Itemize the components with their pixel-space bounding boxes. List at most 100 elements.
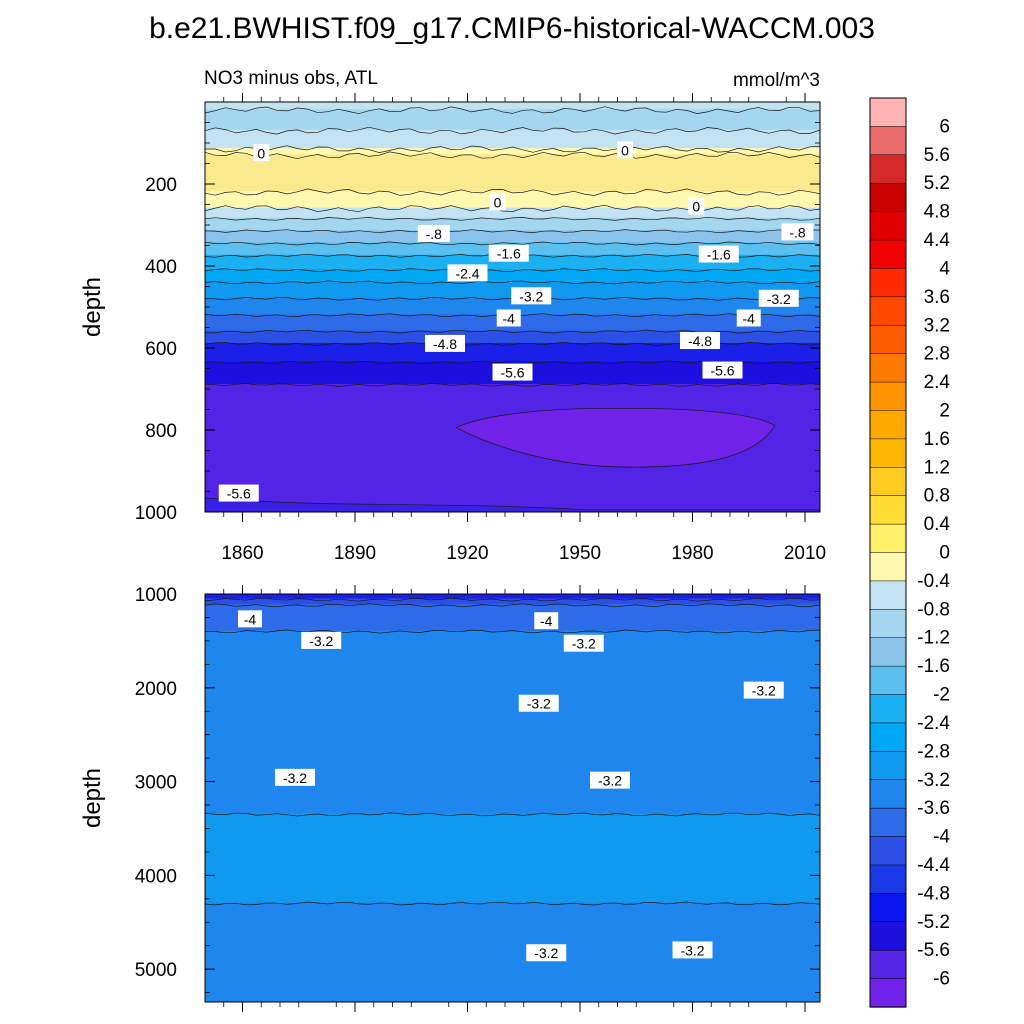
upper-band (205, 342, 820, 364)
upper-contour-label-bg (417, 225, 450, 243)
colorbar-label: 0 (939, 543, 950, 564)
upper-contour-line (205, 280, 820, 285)
upper-contour-label: -1.6 (707, 247, 731, 263)
colorbar-label: 4.8 (924, 202, 950, 223)
upper-contour-label-bg (702, 361, 743, 379)
upper-contour-label-bg (489, 193, 506, 211)
lower-band (205, 604, 820, 633)
upper-x-tick-label: 1920 (446, 543, 488, 564)
colorbar-label: -2 (933, 685, 950, 706)
upper-contour-label: -5.6 (227, 486, 251, 502)
lower-fills (205, 594, 820, 1002)
colorbar-swatch (869, 410, 907, 440)
colorbar-label: 3.6 (924, 287, 950, 308)
lower-contour-label: -4 (540, 613, 553, 629)
lower-contour-label: -3.2 (534, 945, 558, 961)
colorbar-swatch (869, 523, 907, 554)
lower-y-tick-label: 5000 (135, 960, 177, 981)
upper-contour-label: -4 (503, 310, 516, 326)
colorbar: 6 5.6 5.2 4.8 4.4 4 3.6 3.2 2.8 2.4 2 1.6 1.2 0.8 0.4 0… (869, 97, 951, 1008)
colorbar-swatch (869, 751, 907, 781)
colorbar-label: 0.4 (924, 514, 951, 535)
upper-contour-line (205, 145, 820, 153)
upper-x-tick-label: 1950 (559, 543, 601, 564)
upper-contour-line (205, 106, 820, 115)
colorbar-label: -1.2 (917, 628, 950, 649)
colorbar-swatch (869, 495, 907, 525)
colorbar-label: -0.8 (917, 599, 950, 620)
upper-panel: 0 00 0-.8 -.8-1.6 -1.6-2.4-3.2 -3.2-4 -4-4.8 -4… (79, 93, 826, 564)
colorbar-swatch (869, 552, 907, 582)
lower-y-tick-label: 2000 (135, 679, 177, 700)
upper-contour-label-bg (698, 245, 739, 263)
colorbar-label: -6 (933, 969, 950, 990)
upper-contour-label-bg (758, 289, 799, 307)
upper-contour-label-bg (680, 332, 720, 350)
lower-contour-label: -3.2 (572, 636, 596, 652)
colorbar-label: 5.2 (924, 173, 950, 194)
lower-contour-label: -3.2 (309, 633, 333, 649)
colorbar-swatch (869, 438, 907, 468)
upper-contour-label-bg (736, 309, 761, 327)
upper-contour-label-bg (488, 244, 529, 262)
upper-contour-label-bg (253, 144, 270, 162)
colorbar-swatch (869, 921, 907, 951)
lower-contour-label-bg (672, 941, 713, 959)
upper-contour-label-bg (425, 334, 465, 352)
lower-contour-label: -4 (244, 611, 257, 627)
colorbar-label: -2.4 (917, 713, 950, 734)
upper-contour-label-bg (617, 141, 633, 159)
lower-band (205, 630, 820, 816)
upper-contour-label: 0 (494, 194, 502, 210)
upper-contour-label: 0 (621, 142, 629, 158)
lower-panel: -4 -4 -3.2 -3.2 -3.2 -3.2 -3.2 -3.2 -3.2 -3.2 1000… (79, 585, 821, 1012)
lower-frame (204, 593, 821, 1003)
upper-x-tick-label: 1890 (334, 543, 376, 564)
upper-contour-label: 0 (692, 199, 700, 215)
colorbar-swatch (869, 325, 907, 355)
colorbar-swatch (869, 97, 907, 128)
panel-subtitle-right: mmol/m^3 (733, 70, 820, 91)
figure-title: b.e21.BWHIST.f09_g17.CMIP6-historical-WA… (149, 12, 875, 45)
colorbar-label: 1.2 (924, 457, 950, 478)
upper-band (205, 217, 820, 233)
lower-y-tick-label: 4000 (135, 866, 177, 887)
colorbar-frame (869, 97, 907, 1008)
upper-y-tick-label: 600 (145, 339, 177, 360)
upper-contour-line (205, 383, 820, 387)
upper-contour-label-bg (511, 287, 552, 305)
colorbar-swatch (869, 239, 907, 270)
colorbar-label: 0.8 (924, 486, 950, 507)
colorbar-swatch (869, 637, 907, 667)
colorbar-label: 6 (939, 116, 950, 137)
upper-contour-line (205, 216, 820, 221)
lower-contour-label: -3.2 (752, 683, 776, 699)
upper-contour-label-bg (492, 363, 533, 381)
colorbar-label: -4.4 (917, 855, 950, 876)
lower-y-axis-label: depth (79, 768, 106, 828)
colorbar-label: -2.8 (917, 741, 950, 762)
upper-x-tick-label: 1860 (221, 543, 263, 564)
colorbar-swatch (869, 722, 907, 752)
lower-band (205, 902, 820, 1002)
upper-contour-line (205, 241, 820, 246)
colorbar-label: 2.8 (924, 344, 950, 365)
upper-contour-label: -3.2 (767, 291, 791, 307)
lower-contour-label: -3.2 (527, 696, 551, 712)
colorbar-label: -5.2 (917, 912, 950, 933)
upper-contour-line (205, 268, 820, 273)
upper-contour-label: -5.6 (500, 365, 524, 381)
colorbar-label: -0.4 (917, 571, 950, 592)
lower-contour-label-bg (526, 944, 567, 962)
colorbar-swatch (869, 353, 907, 383)
lower-contour-label: -3.2 (680, 942, 704, 958)
colorbar-swatch (869, 694, 907, 724)
upper-contour-label-bg (781, 223, 814, 241)
colorbar-swatch (869, 779, 907, 809)
colorbar-label: -5.6 (917, 940, 950, 961)
lower-contour-label-bg (534, 612, 559, 630)
upper-contour-label: -4.8 (433, 336, 457, 352)
colorbar-swatch (869, 211, 907, 241)
colorbar-label: 3.2 (924, 315, 950, 336)
